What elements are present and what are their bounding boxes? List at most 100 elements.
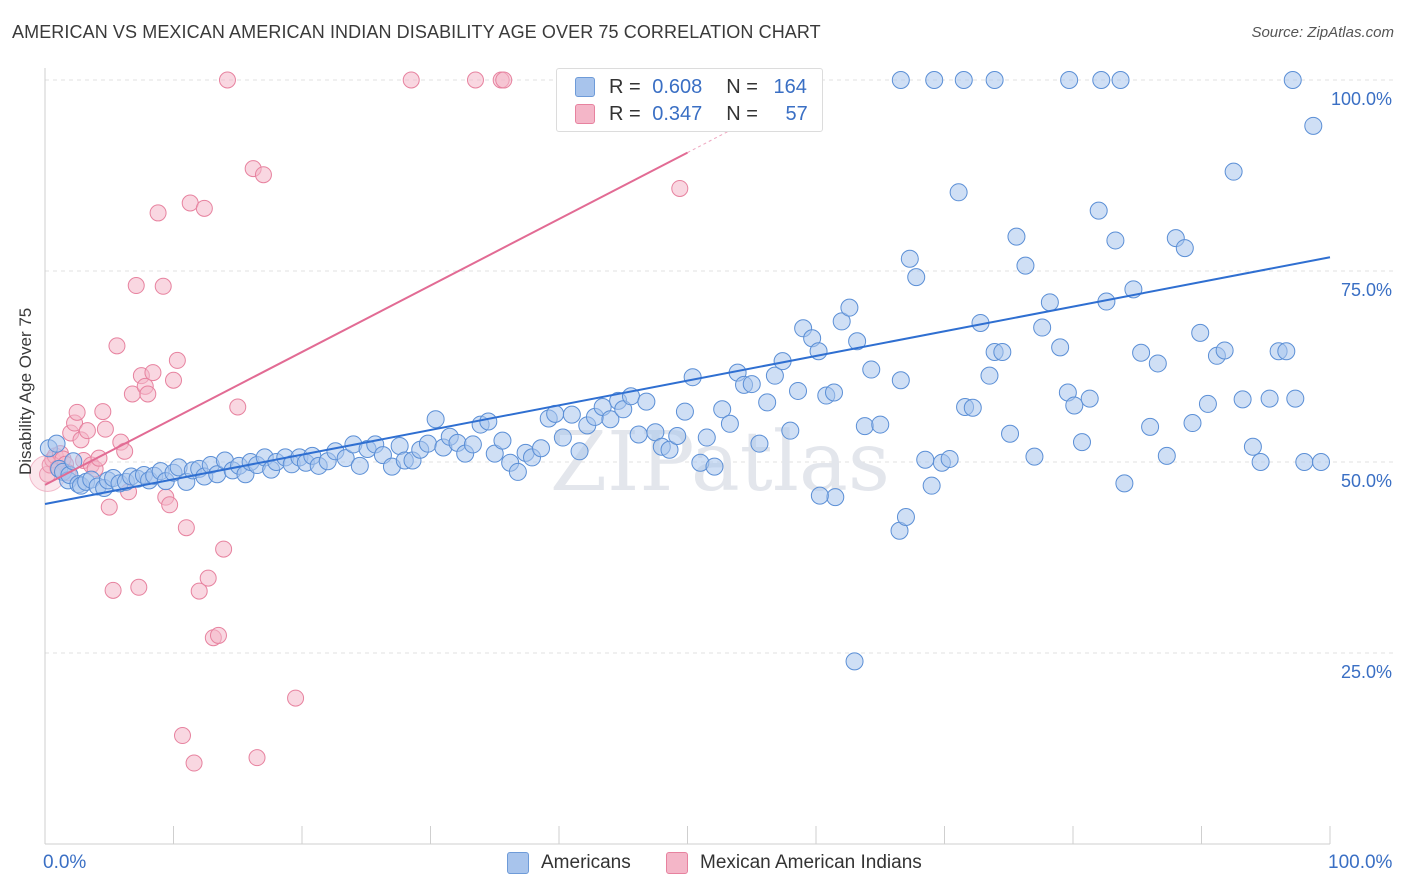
- americans-point: [1025, 447, 1044, 466]
- americans-point: [1312, 453, 1331, 471]
- americans-point: [824, 383, 843, 402]
- legend-n-value-americans: 164: [773, 75, 807, 98]
- mexican-point: [149, 204, 167, 222]
- americans-point: [832, 312, 851, 331]
- americans-point: [668, 427, 687, 446]
- mexican-point: [466, 71, 484, 89]
- chart-title: AMERICAN VS MEXICAN AMERICAN INDIAN DISA…: [12, 22, 821, 42]
- americans-point: [742, 375, 761, 394]
- mexican-point: [108, 337, 126, 355]
- americans-point: [1007, 227, 1026, 246]
- americans-point: [697, 428, 716, 447]
- americans-point: [1157, 446, 1176, 465]
- mexican-point: [218, 71, 236, 89]
- americans-point: [1175, 239, 1194, 258]
- bottom-legend-americans[interactable]: Americans: [507, 852, 631, 874]
- americans-point: [1106, 231, 1125, 250]
- americans-trend-line: [44, 256, 1331, 506]
- y-tick-label: 25.0%: [1341, 662, 1392, 682]
- mexican-point: [181, 194, 199, 212]
- americans-point: [508, 462, 527, 481]
- bottom-legend-label-americans: Americans: [541, 852, 631, 873]
- mexican-point: [100, 498, 118, 516]
- mexican-point: [248, 749, 266, 767]
- americans-point: [907, 268, 926, 287]
- legend-r-value-americans: 0.608: [652, 75, 703, 98]
- mexican-point: [139, 385, 157, 403]
- mexican-point: [78, 422, 96, 440]
- americans-point: [891, 371, 910, 390]
- stats-legend: R = 0.608 N = 164 R = 0.347 N = 57: [556, 68, 823, 132]
- americans-point: [840, 298, 859, 317]
- americans-point: [47, 434, 66, 453]
- americans-point: [675, 402, 694, 421]
- y-tick-label: 50.0%: [1341, 471, 1392, 491]
- americans-point: [826, 488, 845, 507]
- americans-point: [1016, 256, 1035, 275]
- mexican-point: [68, 403, 86, 421]
- americans-point: [848, 332, 867, 351]
- americans-point: [1277, 342, 1296, 361]
- bottom-legend-mexican[interactable]: Mexican American Indians: [666, 852, 922, 874]
- legend-r-label: R =: [609, 102, 641, 125]
- legend-n-value-mexican: 57: [785, 102, 808, 125]
- legend-r-value-mexican: 0.347: [652, 102, 703, 125]
- mexican-point: [130, 578, 148, 596]
- americans-point: [1001, 424, 1020, 443]
- americans-point: [1111, 71, 1130, 89]
- legend-n-label: N =: [726, 75, 758, 98]
- y-axis-label: Disability Age Over 75: [16, 308, 36, 475]
- americans-point: [1051, 338, 1070, 357]
- americans-point: [781, 421, 800, 440]
- americans-point: [750, 434, 769, 453]
- americans-point: [463, 435, 482, 454]
- mexican-point: [165, 371, 182, 389]
- americans-point: [810, 486, 829, 505]
- mexican-point: [144, 364, 162, 382]
- americans-point: [1089, 201, 1108, 220]
- americans-point: [1072, 433, 1091, 452]
- bottom-legend: Americans Mexican American Indians: [0, 852, 1406, 878]
- americans-point: [720, 414, 739, 433]
- mexican-point: [402, 71, 420, 89]
- y-tick-label: 75.0%: [1341, 280, 1392, 300]
- americans-point: [350, 456, 369, 475]
- mexican-point: [168, 351, 186, 369]
- americans-point: [601, 410, 620, 429]
- americans-point: [1260, 389, 1279, 408]
- americans-point: [1198, 394, 1217, 413]
- americans-point: [862, 360, 881, 379]
- y-tick-label: 100.0%: [1331, 89, 1392, 109]
- americans-point: [532, 439, 551, 458]
- americans-points: [39, 71, 1331, 671]
- americans-point: [683, 368, 702, 387]
- americans-point: [1065, 396, 1084, 415]
- source-label: Source: ZipAtlas.com: [1251, 24, 1394, 41]
- mexican-point: [161, 496, 179, 514]
- bottom-legend-swatch-mexican: [666, 852, 688, 874]
- americans-point: [660, 440, 679, 459]
- mexican-point: [185, 754, 203, 772]
- americans-point: [985, 71, 1004, 89]
- americans-point: [570, 442, 589, 461]
- americans-point: [1092, 71, 1111, 89]
- americans-point: [713, 400, 732, 419]
- mexican-point: [90, 449, 108, 467]
- americans-point: [1283, 71, 1302, 89]
- americans-point: [1295, 453, 1314, 471]
- americans-point: [1251, 453, 1270, 471]
- americans-point: [1080, 389, 1099, 408]
- americans-point: [418, 434, 437, 453]
- americans-point: [1233, 390, 1252, 409]
- americans-point: [891, 71, 910, 89]
- bottom-legend-label-mexican: Mexican American Indians: [700, 852, 922, 873]
- mexican-point: [127, 277, 145, 295]
- americans-point: [637, 392, 656, 411]
- americans-point: [629, 425, 648, 444]
- mexican-point: [229, 398, 247, 416]
- mexican-point: [190, 582, 208, 600]
- mexican-point: [104, 581, 122, 599]
- americans-point: [871, 415, 890, 434]
- americans-point: [1304, 116, 1323, 135]
